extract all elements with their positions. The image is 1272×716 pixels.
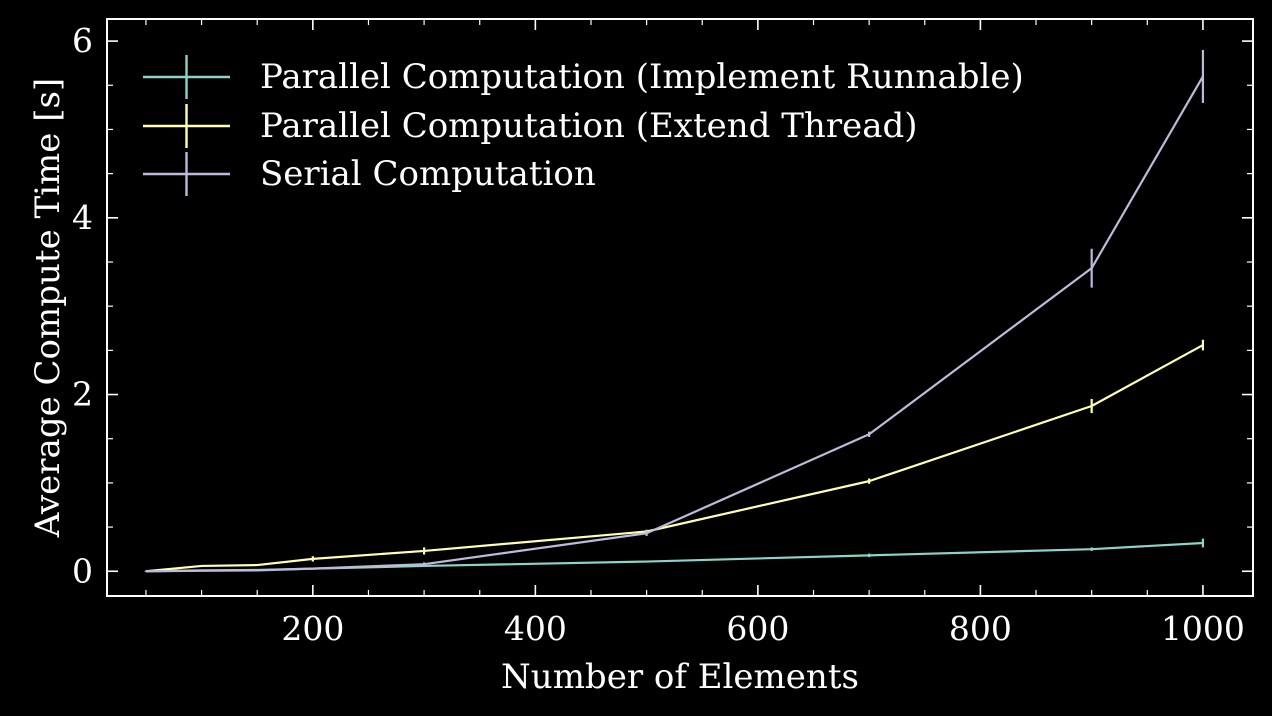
x-tick-label: 400 — [504, 609, 567, 648]
x-tick-label: 1000 — [1161, 609, 1245, 648]
plot-frame — [106, 18, 1254, 597]
x-tick-label: 600 — [726, 609, 789, 648]
y-tick-label: 6 — [72, 21, 93, 60]
x-tick-label: 800 — [949, 609, 1012, 648]
series-layer — [144, 49, 1205, 573]
y-tick-label: 2 — [72, 375, 93, 414]
x-tick-label: 200 — [281, 609, 344, 648]
y-axis-label: Average Compute Time [s] — [28, 78, 68, 538]
legend: Parallel Computation (Implement Runnable… — [143, 55, 1024, 196]
y-tick-label: 0 — [72, 551, 93, 590]
legend-label-2: Parallel Computation (Extend Thread) — [260, 106, 918, 146]
x-axis-label: Number of Elements — [501, 657, 859, 697]
legend-label-1: Parallel Computation (Implement Runnable… — [260, 57, 1024, 97]
ticks-layer: 200 400 600 800 1000 0 2 4 6 — [72, 19, 1253, 648]
y-tick-label: 4 — [72, 198, 93, 237]
legend-label-3: Serial Computation — [260, 154, 596, 194]
